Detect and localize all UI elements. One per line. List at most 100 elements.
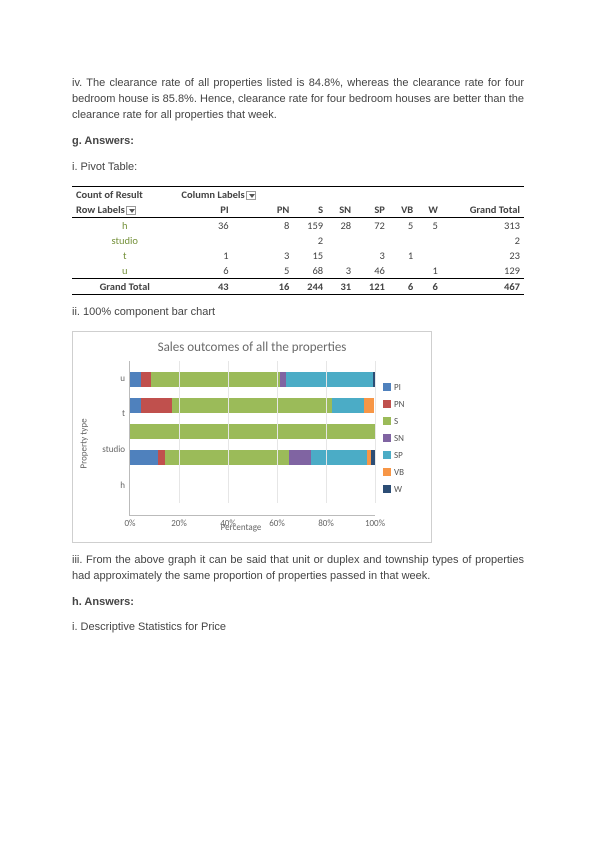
pivot-total-cell: 121 — [355, 278, 389, 294]
paragraph-g-iii: iii. From the above graph it can be said… — [72, 553, 524, 585]
chart-bar-row — [130, 424, 375, 439]
pivot-total-cell: 244 — [293, 278, 327, 294]
chart-title: Sales outcomes of all the properties — [79, 340, 425, 355]
pivot-cell: 72 — [355, 217, 389, 233]
chart-bar-segment — [364, 398, 375, 413]
pivot-row-label: t — [72, 248, 177, 263]
pivot-cell: 36 — [177, 217, 232, 233]
pivot-col-header: S — [293, 202, 327, 218]
chart-y-axis-label: Property type — [79, 419, 90, 469]
pivot-col-header: PI — [177, 202, 232, 218]
pivot-total-cell: 31 — [327, 278, 355, 294]
legend-label: PI — [394, 382, 401, 393]
heading-g: g. Answers: — [72, 134, 524, 150]
pivot-cell: 313 — [442, 217, 524, 233]
chart-bar-segment — [130, 398, 141, 413]
pivot-cell — [355, 233, 389, 248]
pivot-cell: 2 — [442, 233, 524, 248]
pivot-cell: 159 — [293, 217, 327, 233]
pivot-cell: 28 — [327, 217, 355, 233]
pivot-total-cell: 43 — [177, 278, 232, 294]
pivot-col-header: Grand Total — [442, 202, 524, 218]
pivot-total-cell: 467 — [442, 278, 524, 294]
pivot-cell: 23 — [442, 248, 524, 263]
legend-item: W — [383, 484, 425, 495]
legend-label: PN — [394, 399, 404, 410]
pivot-row: u65683461129 — [72, 263, 524, 279]
pivot-cell — [177, 233, 232, 248]
pivot-total-cell: 6 — [389, 278, 417, 294]
chart-legend: PIPNSSNSPVBW — [379, 361, 425, 516]
legend-swatch — [383, 417, 391, 425]
subhead-g-ii: ii. 100% component bar chart — [72, 305, 524, 321]
chart-bar-row — [130, 450, 375, 465]
pivot-grand-total-label: Grand Total — [72, 278, 177, 294]
legend-item: VB — [383, 467, 425, 478]
chart-y-categories: utstudioh — [93, 361, 129, 516]
pivot-table: Count of Result Column Labels Row Labels… — [72, 186, 524, 295]
pivot-cell: 3 — [233, 248, 294, 263]
chart-x-tick: 100% — [365, 518, 385, 529]
legend-swatch — [383, 451, 391, 459]
chart-bar-segment — [130, 450, 158, 465]
pivot-cell: 3 — [355, 248, 389, 263]
document-page: iv. The clearance rate of all properties… — [0, 0, 596, 686]
pivot-col-header: VB — [389, 202, 417, 218]
chart-bar-segment — [141, 372, 151, 387]
chart-bar-segment — [130, 372, 141, 387]
legend-swatch — [383, 468, 391, 476]
chart-plot-area: 0%20%40%60%80%100% — [129, 361, 375, 516]
pivot-corner-count: Count of Result — [72, 186, 177, 202]
pivot-row: t13153123 — [72, 248, 524, 263]
pivot-row: studio 2 2 — [72, 233, 524, 248]
chart-bar-segment — [311, 450, 367, 465]
pivot-cell: 46 — [355, 263, 389, 279]
legend-swatch — [383, 434, 391, 442]
chart-bar-segment — [289, 450, 311, 465]
chart-bar-segment — [332, 398, 364, 413]
pivot-row-label: studio — [72, 233, 177, 248]
pivot-cell: 1 — [177, 248, 232, 263]
pivot-col-header: W — [417, 202, 442, 218]
pivot-cell: 8 — [233, 217, 294, 233]
pivot-cell — [417, 248, 442, 263]
pivot-cell — [327, 233, 355, 248]
legend-label: SP — [394, 450, 403, 461]
paragraph-iv: iv. The clearance rate of all properties… — [72, 76, 524, 124]
legend-item: SN — [383, 433, 425, 444]
chart-x-tick: 40% — [220, 518, 236, 529]
pivot-cell: 15 — [293, 248, 327, 263]
pivot-row-labels[interactable]: Row Labels — [72, 202, 177, 218]
pivot-cell: 68 — [293, 263, 327, 279]
pivot-total-cell: 16 — [233, 278, 294, 294]
subhead-h-i: i. Descriptive Statistics for Price — [72, 620, 524, 636]
pivot-cell: 5 — [233, 263, 294, 279]
chart-bar-segment — [130, 424, 375, 439]
chart-bar-row — [130, 372, 375, 387]
pivot-cell: 2 — [293, 233, 327, 248]
pivot-cell — [389, 233, 417, 248]
chart-bar-segment — [172, 398, 332, 413]
pivot-col-header: PN — [233, 202, 294, 218]
dropdown-icon[interactable] — [126, 206, 136, 215]
legend-label: SN — [394, 433, 404, 444]
chart-y-category: h — [93, 473, 129, 499]
pivot-corner-cols[interactable]: Column Labels — [177, 186, 293, 202]
heading-h: h. Answers: — [72, 595, 524, 611]
legend-label: W — [394, 484, 402, 495]
pivot-row: h368159287255313 — [72, 217, 524, 233]
bar-chart: Sales outcomes of all the properties Pro… — [72, 331, 432, 543]
legend-label: VB — [394, 467, 404, 478]
legend-swatch — [383, 400, 391, 408]
dropdown-icon[interactable] — [246, 191, 256, 200]
pivot-cell: 1 — [389, 248, 417, 263]
pivot-cell: 5 — [417, 217, 442, 233]
pivot-cell: 3 — [327, 263, 355, 279]
chart-bar-segment — [141, 398, 173, 413]
pivot-cell — [417, 233, 442, 248]
chart-y-category: studio — [93, 437, 129, 463]
legend-swatch — [383, 485, 391, 493]
pivot-cell — [233, 233, 294, 248]
pivot-cell — [327, 248, 355, 263]
chart-y-category: t — [93, 401, 129, 427]
